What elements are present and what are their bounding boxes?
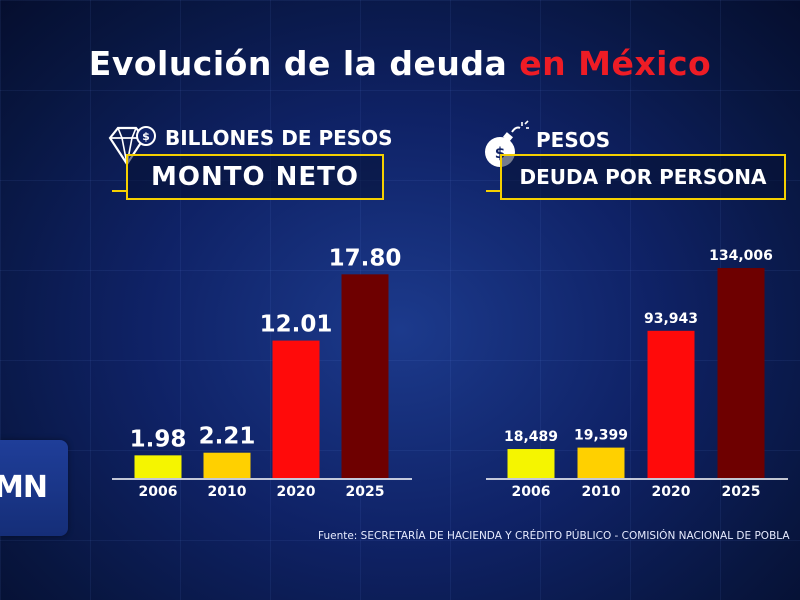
title-highlight: en México (519, 44, 712, 83)
right-chart-label: DEUDA POR PERSONA (486, 154, 786, 200)
page-title: Evolución de la deuda en México (0, 44, 800, 83)
title-main: Evolución de la deuda (88, 44, 520, 83)
left-value-label-2020: 12.01 (260, 312, 333, 338)
right-tick-2020: 2020 (652, 484, 691, 500)
right-bar-2010 (577, 447, 625, 478)
source-note: Fuente: SECRETARÍA DE HACIENDA Y CRÉDITO… (318, 530, 790, 542)
left-bar-2006 (134, 455, 182, 478)
right-tick-2025: 2025 (722, 484, 761, 500)
right-bar-2020 (647, 330, 695, 478)
svg-text:$: $ (495, 144, 505, 162)
left-value-label-2006: 1.98 (130, 426, 187, 452)
left-value-label-2025: 17.80 (329, 245, 402, 271)
right-bar-2025 (717, 268, 765, 478)
right-value-label-2006: 18,489 (504, 429, 558, 445)
svg-text:$: $ (142, 130, 150, 143)
channel-logo: MN (0, 440, 68, 536)
left-tick-2010: 2010 (208, 484, 247, 500)
right-value-label-2025: 134,006 (709, 248, 773, 264)
left-bar-2020 (272, 340, 320, 478)
left-value-label-2010: 2.21 (199, 424, 256, 450)
right-unit-label: PESOS (536, 128, 611, 152)
right-value-label-2010: 19,399 (574, 428, 628, 444)
diamond-money-icon: $ (108, 126, 156, 167)
left-unit-label: BILLONES DE PESOS (165, 126, 393, 150)
right-tick-2010: 2010 (582, 484, 621, 500)
left-tick-2020: 2020 (277, 484, 316, 500)
right-value-label-2020: 93,943 (644, 311, 698, 327)
logo-text: MN (0, 470, 48, 505)
left-chart-label: MONTO NETO (112, 154, 384, 200)
left-bar-2025 (341, 274, 389, 478)
left-tick-2006: 2006 (139, 484, 178, 500)
right-bar-2006 (507, 449, 555, 478)
left-bar-2010 (203, 452, 251, 478)
right-tick-2006: 2006 (512, 484, 551, 500)
left-tick-2025: 2025 (346, 484, 385, 500)
